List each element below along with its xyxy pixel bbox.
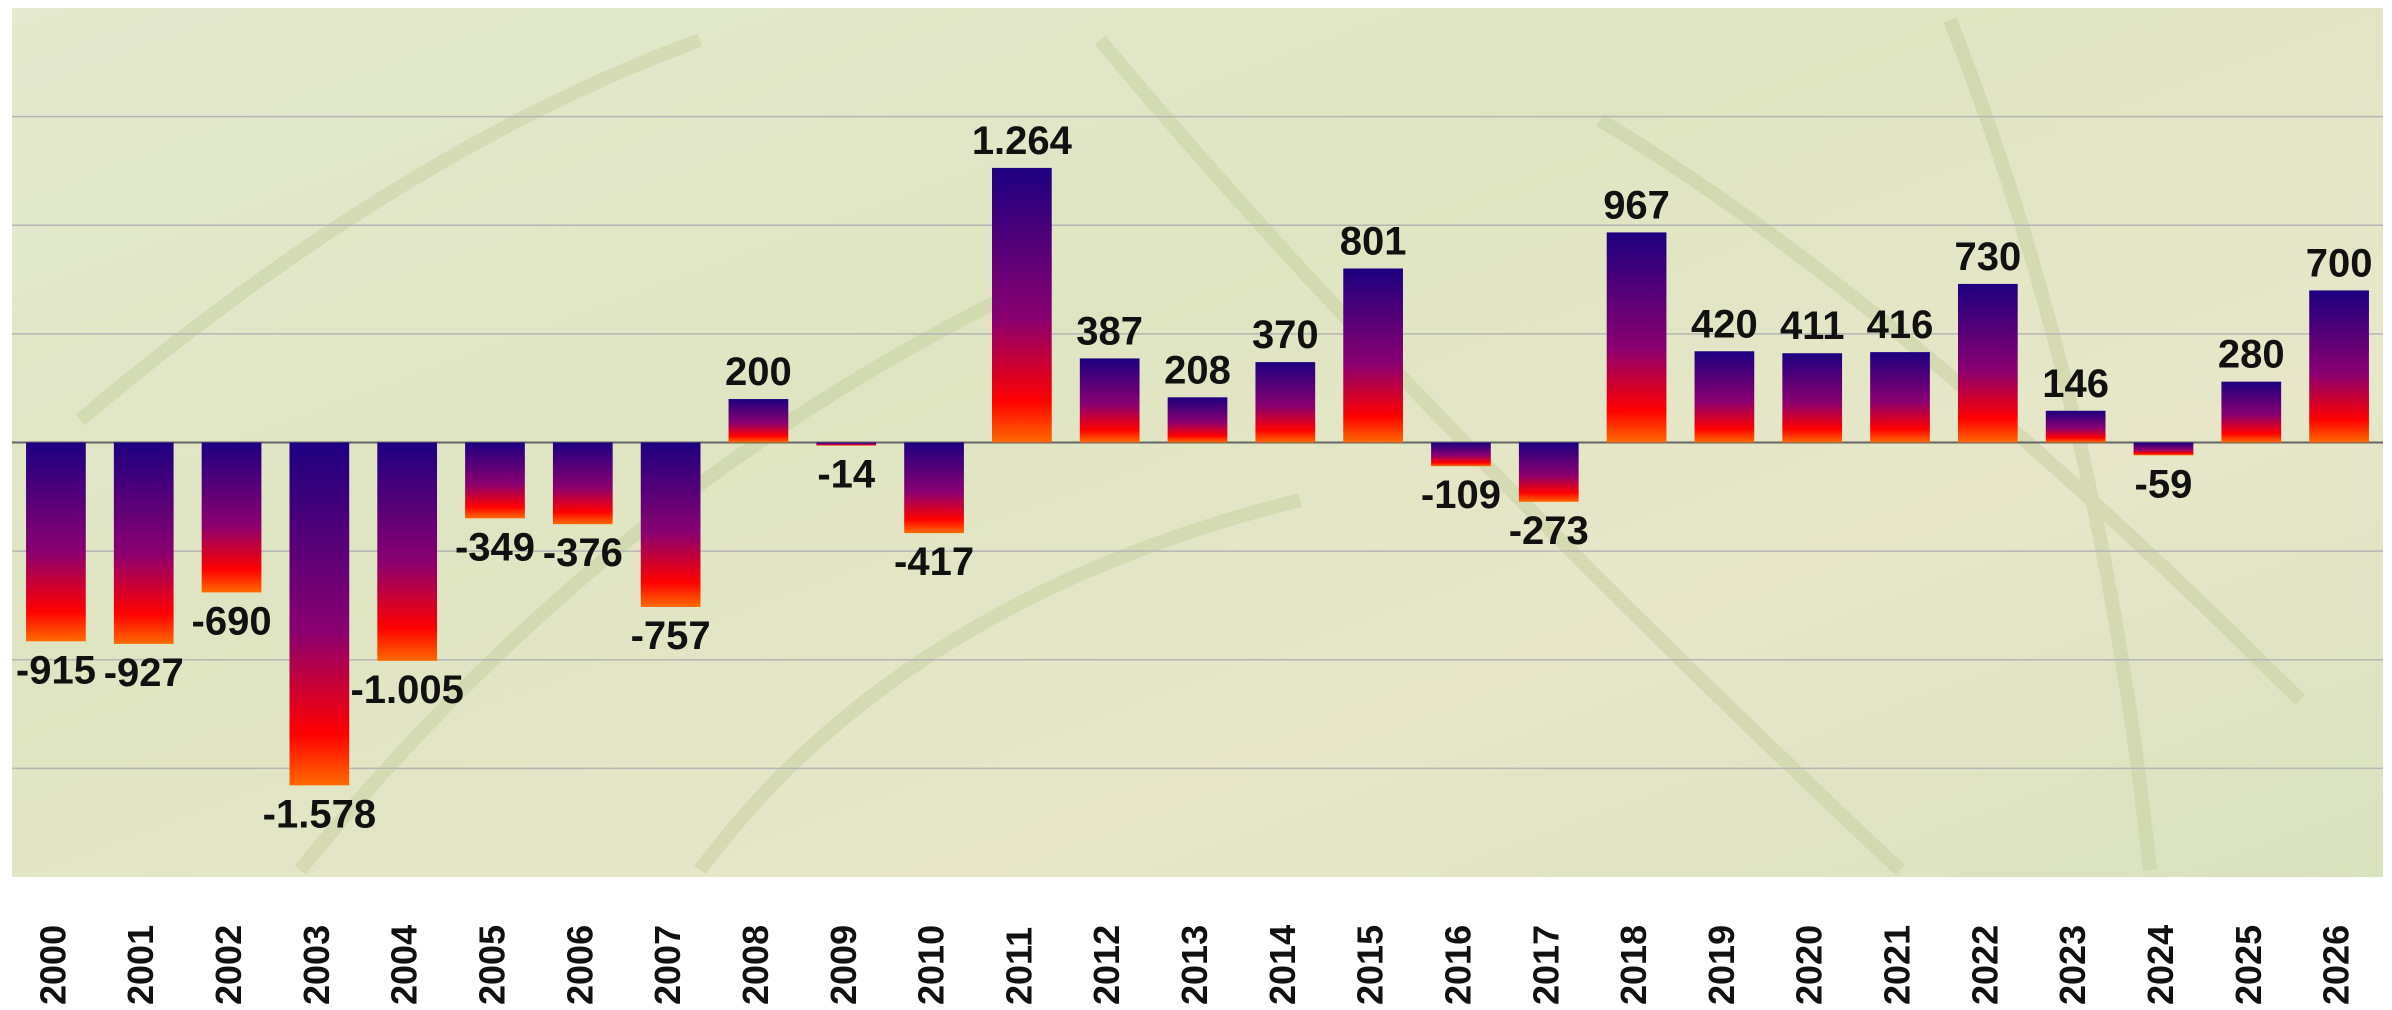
value-label: 411 <box>1780 304 1845 348</box>
x-tick-label: 2022 <box>1964 925 2005 1005</box>
bar <box>1694 351 1755 443</box>
x-tick-label: 2013 <box>1174 925 1215 1005</box>
bars <box>26 167 2369 786</box>
x-tick-label: 2020 <box>1789 925 1830 1005</box>
value-label: 280 <box>2218 333 2285 377</box>
value-label: -757 <box>631 614 711 658</box>
value-label: 416 <box>1867 303 1934 347</box>
x-tick-label: 2021 <box>1877 925 1918 1005</box>
labels: -915 2000 -927 2001 -690 2002 -1.578 2003 -1.005… <box>16 119 2373 1005</box>
bar <box>1431 442 1491 467</box>
value-label: -1.578 <box>263 792 376 836</box>
value-label: 1.264 <box>972 119 1073 163</box>
x-tick-label: 2008 <box>735 925 776 1005</box>
x-tick-label: 2023 <box>2052 925 2093 1005</box>
value-label: 146 <box>2042 362 2109 406</box>
bar <box>1870 352 1930 443</box>
x-tick-label: 2011 <box>998 927 1039 1005</box>
x-tick-label: 2019 <box>1701 925 1742 1005</box>
x-tick-label: 2007 <box>647 925 688 1005</box>
value-label: -1.005 <box>350 668 463 712</box>
bar <box>904 442 964 534</box>
x-tick-label: 2000 <box>32 925 73 1005</box>
bar <box>640 442 701 607</box>
x-tick-label: 2014 <box>1262 925 1303 1005</box>
x-tick-label: 2012 <box>1086 925 1127 1005</box>
bar <box>816 442 877 446</box>
x-tick-label: 2010 <box>911 925 952 1005</box>
bar <box>2133 442 2194 456</box>
value-label: -59 <box>2135 462 2193 506</box>
value-label: 208 <box>1164 348 1231 392</box>
x-tick-label: 2001 <box>120 925 161 1005</box>
x-tick-label: 2015 <box>1350 925 1391 1005</box>
x-tick-label: 2016 <box>1437 925 1478 1005</box>
x-tick-label: 2006 <box>559 925 600 1005</box>
bar <box>201 442 262 593</box>
value-label: 730 <box>1954 235 2021 279</box>
value-label: -273 <box>1509 509 1589 553</box>
value-label: 967 <box>1603 183 1670 227</box>
value-label: -417 <box>894 540 974 584</box>
value-label: -109 <box>1421 473 1501 517</box>
bar <box>992 167 1052 443</box>
value-label: -349 <box>455 525 535 569</box>
x-tick-label: 2017 <box>1525 925 1566 1005</box>
bar <box>377 442 438 661</box>
bar <box>552 442 613 525</box>
x-tick-label: 2003 <box>296 925 337 1005</box>
x-tick-label: 2005 <box>471 925 512 1005</box>
value-label: 370 <box>1252 313 1319 357</box>
value-label: 200 <box>725 350 792 394</box>
bar <box>113 442 174 644</box>
x-tick-label: 2026 <box>2316 925 2357 1005</box>
bar <box>26 442 86 642</box>
bar <box>465 442 525 519</box>
x-tick-label: 2025 <box>2228 925 2269 1005</box>
bar <box>289 442 350 786</box>
bar <box>2221 381 2282 443</box>
x-tick-label: 2024 <box>2140 925 2181 1005</box>
bar <box>1518 442 1579 502</box>
x-tick-label: 2009 <box>823 925 864 1005</box>
bar <box>1255 362 1316 443</box>
value-label: -690 <box>192 599 272 643</box>
value-label: -376 <box>543 531 623 575</box>
x-tick-label: 2018 <box>1613 925 1654 1005</box>
value-label: -14 <box>817 453 876 497</box>
bar <box>2045 410 2106 443</box>
bar <box>1343 268 1403 443</box>
bar <box>1606 232 1667 443</box>
x-tick-label: 2004 <box>384 925 425 1005</box>
bar <box>2309 290 2369 443</box>
bar <box>1079 358 1140 443</box>
x-tick-label: 2002 <box>208 925 249 1005</box>
value-label: 387 <box>1076 309 1143 353</box>
bar <box>728 399 789 443</box>
value-label: 420 <box>1691 302 1758 346</box>
value-label: -927 <box>104 651 184 695</box>
value-label: 801 <box>1340 219 1407 263</box>
value-label: -915 <box>16 648 96 692</box>
bar <box>1782 353 1843 443</box>
bar <box>1167 397 1228 443</box>
bar <box>1957 283 2018 443</box>
value-label: 700 <box>2306 241 2373 285</box>
